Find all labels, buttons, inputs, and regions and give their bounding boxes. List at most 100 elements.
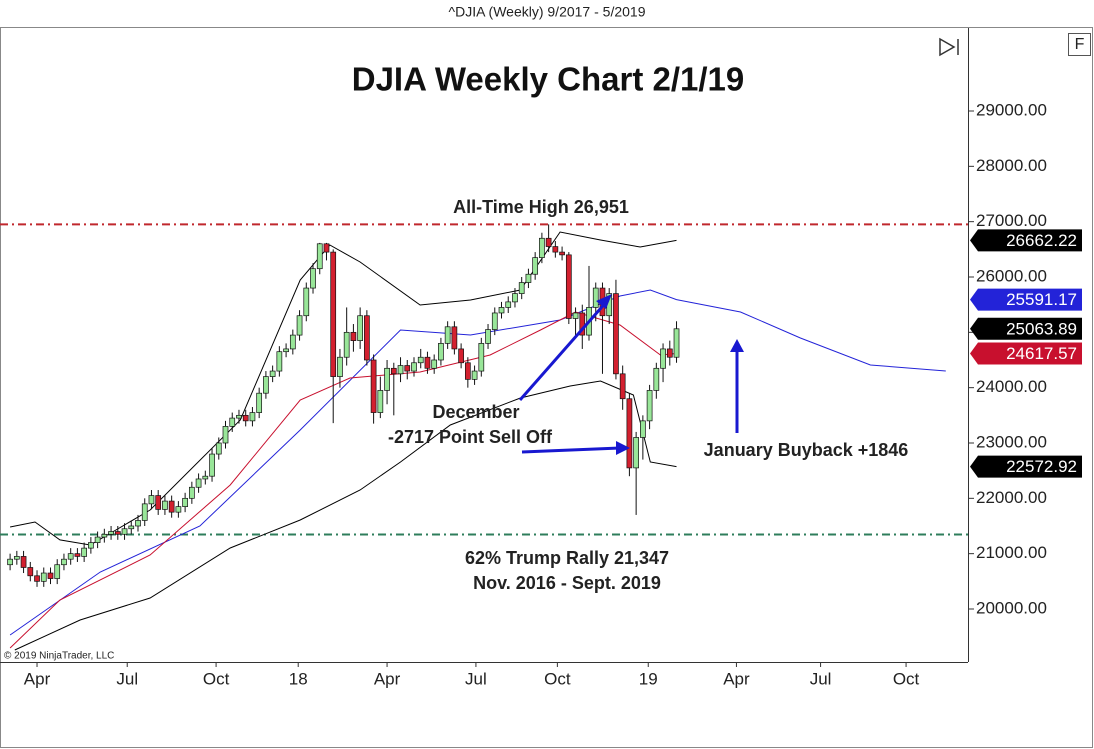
scroll-end-icon[interactable] [939, 37, 959, 57]
frame [0, 27, 1093, 748]
candle [619, 365, 626, 410]
candle-body [7, 558, 13, 566]
candle [613, 279, 619, 380]
candle [114, 525, 121, 540]
candle [397, 357, 404, 383]
candle-body [559, 251, 565, 256]
candle [464, 357, 471, 388]
x-tick-label: Apr [723, 669, 750, 688]
x-tick-label: Jul [465, 669, 487, 688]
candle-body [646, 390, 653, 422]
price-tag-label: 25063.89 [1006, 319, 1077, 338]
candle [364, 310, 370, 366]
candle-body [545, 237, 552, 247]
candle-body [471, 370, 478, 380]
candle [485, 324, 491, 349]
candle [323, 242, 330, 261]
candle-body [81, 547, 87, 557]
candle-body [215, 442, 222, 455]
candle-body [370, 359, 377, 413]
candle-body [444, 326, 451, 344]
candle [377, 376, 384, 419]
candle-body [518, 282, 525, 294]
candle-body [592, 287, 599, 308]
candle [141, 498, 148, 526]
x-tick-label: Oct [893, 669, 920, 688]
candle [94, 531, 101, 549]
arrow [518, 299, 610, 401]
x-tick-label: 18 [289, 669, 308, 688]
candle [491, 307, 498, 336]
candle [539, 232, 545, 264]
candle [572, 307, 579, 338]
candle [148, 490, 155, 510]
candle [222, 420, 229, 449]
candle-body [357, 315, 363, 341]
candle-body [539, 237, 545, 258]
candle [34, 570, 40, 587]
candle [545, 224, 552, 253]
f-button[interactable] [1068, 33, 1091, 56]
price-tag-label: 24617.57 [1006, 344, 1077, 363]
y-tick-label: 22000.00 [976, 488, 1047, 507]
annotation: -2717 Point Sell Off [388, 427, 553, 447]
candle-body [626, 398, 633, 469]
candle-body [350, 331, 357, 341]
candle [586, 265, 592, 341]
y-tick-label: 21000.00 [976, 543, 1047, 562]
candle [431, 354, 438, 374]
candle [559, 246, 565, 261]
f-button-label[interactable]: F [1075, 36, 1085, 53]
candle [229, 412, 236, 432]
candle [296, 310, 303, 341]
candle-body [464, 362, 471, 380]
candle [289, 329, 296, 355]
candle-body [121, 528, 128, 535]
candle-body [148, 495, 155, 505]
y-tick-label: 20000.00 [976, 598, 1047, 617]
arrow-head [616, 441, 630, 455]
candle [673, 321, 680, 363]
candle-body [673, 328, 680, 358]
candle-body [141, 503, 148, 521]
candle [424, 351, 431, 374]
candle [202, 470, 209, 485]
candle [458, 343, 464, 369]
candle-body [162, 500, 168, 510]
arrow-head [596, 294, 612, 309]
candle-body [532, 257, 539, 275]
candle-body [653, 367, 660, 391]
price-tag [970, 229, 1082, 252]
candle [67, 548, 74, 565]
candle-body [229, 417, 236, 427]
x-tick-label: Jul [116, 669, 138, 688]
candle-body [343, 331, 350, 358]
candle [7, 553, 13, 571]
x-tick-label: Jul [810, 669, 832, 688]
candle-body [88, 542, 94, 549]
candle-body [175, 506, 182, 513]
candle-body [13, 556, 20, 560]
candle-body [323, 243, 330, 253]
candle [518, 276, 525, 300]
candle [451, 321, 458, 355]
candle [242, 409, 249, 427]
candle-body [404, 365, 411, 372]
candle-body [195, 478, 202, 488]
candle [256, 387, 263, 419]
candle-body [424, 356, 431, 369]
candle [155, 490, 162, 515]
candle-body [269, 370, 276, 377]
candle [411, 357, 417, 377]
candle [135, 514, 141, 532]
reference-label: 62% Trump Rally 21,347 [465, 548, 669, 568]
candle [310, 263, 316, 294]
candle [81, 542, 87, 562]
candle [74, 548, 81, 562]
candle-body [303, 287, 310, 317]
candle-body [364, 315, 370, 361]
candle [525, 268, 532, 289]
price-tag [970, 342, 1082, 365]
x-tick-label: Apr [374, 669, 401, 688]
